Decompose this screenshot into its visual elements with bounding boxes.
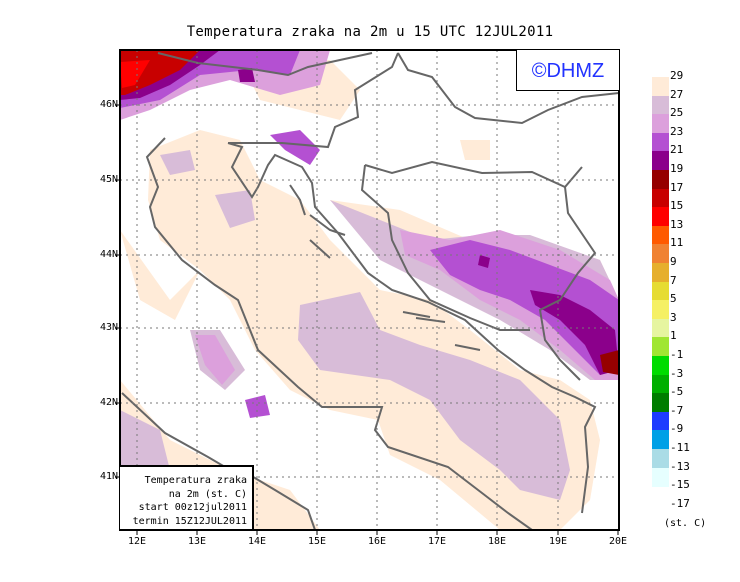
lat-label: 45N xyxy=(99,174,118,185)
lat-label: 46N xyxy=(99,99,118,110)
legend-color-box xyxy=(652,411,669,431)
legend-label: 1 xyxy=(670,329,677,343)
legend-color-box xyxy=(652,225,669,245)
legend-color-box xyxy=(652,393,669,413)
coastline xyxy=(121,52,619,530)
legend-label: -1 xyxy=(670,348,684,361)
legend-color-box xyxy=(652,356,669,376)
legend-color-box xyxy=(652,207,669,227)
temp-field-25-27 xyxy=(298,292,570,500)
legend-color-box xyxy=(652,449,669,469)
temp-field-19-21 xyxy=(530,290,619,375)
info-line: na 2m (st. C) xyxy=(168,488,247,500)
legend-label: 25 xyxy=(670,106,684,120)
legend-label: 15 xyxy=(670,199,684,213)
info-line: termin 15Z12JUL2011 xyxy=(132,515,247,527)
lon-label: 16E xyxy=(367,536,387,547)
temp-field-21-23 xyxy=(245,395,270,418)
legend-color-box xyxy=(652,132,669,152)
legend-label: 27 xyxy=(670,87,684,101)
temp-field-19-21 xyxy=(238,68,255,82)
legend-color-box xyxy=(652,300,669,320)
temp-field-21-23 xyxy=(270,130,320,165)
legend-label: -3 xyxy=(670,366,684,380)
info-line: start 00z12jul2011 xyxy=(138,502,247,513)
lon-label: 14E xyxy=(247,536,267,547)
legend-color-box xyxy=(652,151,669,171)
legend-color-box xyxy=(652,281,669,301)
temp-field-25-27 xyxy=(160,150,195,175)
legend-color-box xyxy=(652,95,669,115)
temp-field-25-27 xyxy=(120,410,170,480)
temp-field-23-25 xyxy=(195,335,235,385)
dhmz-watermark: ©DHMZ xyxy=(516,50,619,91)
temp-field-17-19 xyxy=(600,350,619,375)
legend-label: -7 xyxy=(670,403,684,417)
legend-label: 23 xyxy=(670,124,684,138)
lon-label: 18E xyxy=(487,536,507,547)
legend-label: 29 xyxy=(670,69,684,82)
map-title: Temperatura zraka na 2m u 15 UTC 12JUL20… xyxy=(186,24,554,40)
temp-field-27-29 xyxy=(460,140,490,160)
map-frame xyxy=(119,49,620,531)
legend-label: -5 xyxy=(670,385,684,399)
lon-label: 12E xyxy=(127,536,147,547)
legend-color-box xyxy=(652,170,669,190)
legend-label: 7 xyxy=(670,273,677,287)
legend-label: 9 xyxy=(670,255,677,268)
legend-label: 21 xyxy=(670,143,684,157)
temp-field-27-29 xyxy=(120,230,200,320)
legend-color-box xyxy=(652,263,669,283)
lon-label: 17E xyxy=(427,536,447,547)
temp-field-21-23 xyxy=(430,240,619,375)
legend-color-box xyxy=(652,374,669,394)
lat-label: 44N xyxy=(99,249,118,260)
legend-label: 17 xyxy=(670,180,684,194)
legend-color-box xyxy=(652,337,669,357)
legend-label: 13 xyxy=(670,217,684,231)
lon-label: 19E xyxy=(548,536,568,547)
temp-field-25-27 xyxy=(215,190,255,228)
legend-label: -9 xyxy=(670,422,684,436)
legend-label: 3 xyxy=(670,310,677,324)
grid-lines xyxy=(120,50,619,530)
lon-label: 20E xyxy=(608,536,628,547)
temp-field-13-15 xyxy=(120,60,150,88)
info-box: Temperatura zraka na 2m (st. C) start 00… xyxy=(120,465,254,529)
temp-field-19-21 xyxy=(478,255,490,268)
legend-color-box xyxy=(652,77,669,97)
axis-ticks xyxy=(115,104,619,535)
legend-label: -13 xyxy=(670,459,690,473)
legend-color-box xyxy=(652,244,669,264)
legend-label: 5 xyxy=(670,292,677,306)
legend-color-box xyxy=(652,430,669,450)
legend-label: -17 xyxy=(670,496,690,510)
lon-label: 15E xyxy=(307,536,327,547)
legend-label: -11 xyxy=(670,441,690,454)
legend-color-box xyxy=(652,188,669,208)
lat-label: 41N xyxy=(99,471,118,482)
legend-color-box xyxy=(652,318,669,338)
legend-unit: (st. C) xyxy=(664,518,707,529)
legend-label: -15 xyxy=(670,478,690,492)
lon-label: 13E xyxy=(187,536,207,547)
lat-label: 42N xyxy=(99,397,118,408)
info-line: Temperatura zraka xyxy=(144,475,247,486)
legend-color-box xyxy=(652,467,669,487)
legend-label: 19 xyxy=(670,162,684,175)
legend-color-box xyxy=(652,114,669,134)
legend-label: 11 xyxy=(670,236,684,250)
lat-label: 43N xyxy=(99,322,118,333)
